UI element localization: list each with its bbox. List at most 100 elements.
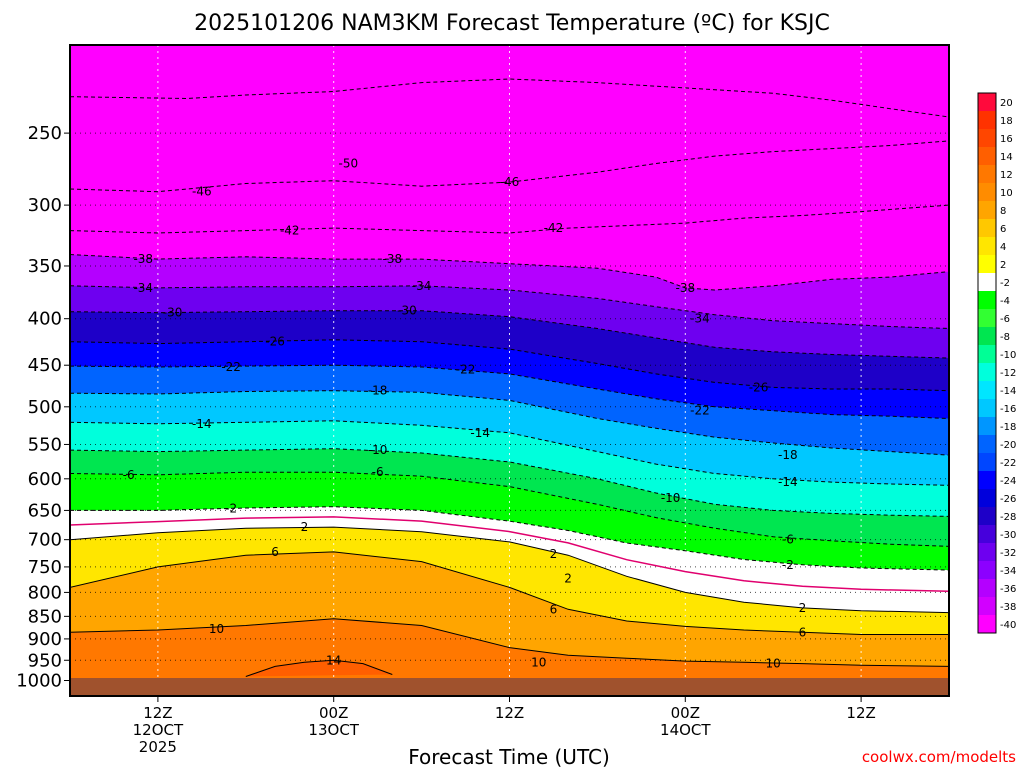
isotherm-contours: -50 -46 -46 -42 -42 -38 -38 -38 -34 -34 -34 -30 -30 -… xyxy=(70,78,949,677)
colorbar-swatch xyxy=(978,129,996,147)
isotherm-label: -18 xyxy=(778,448,798,462)
isotherm--10 xyxy=(70,448,949,517)
colorbar-swatch xyxy=(978,327,996,345)
isotherm-label: -10 xyxy=(368,443,388,457)
colorbar-swatch xyxy=(978,345,996,363)
colorbar-swatch xyxy=(978,291,996,309)
pressure-axis: 2503003504004505005506006507007508008509… xyxy=(16,123,70,692)
isotherm--38 xyxy=(70,254,949,291)
pressure-tick-label: 700 xyxy=(28,530,62,551)
colorbar-swatch xyxy=(978,435,996,453)
colorbar-label: -8 xyxy=(1000,332,1010,343)
isotherm-label: -42 xyxy=(544,221,564,235)
isotherm-label: -14 xyxy=(192,417,212,431)
colorbar-label: -36 xyxy=(1000,584,1016,595)
isotherm-10 xyxy=(70,618,949,667)
isotherm-label: 14 xyxy=(326,653,341,667)
isotherm-label: -6 xyxy=(782,533,794,547)
colorbar-swatch xyxy=(978,183,996,201)
isotherm-label: -34 xyxy=(412,279,432,293)
colorbar-swatch xyxy=(978,399,996,417)
colorbar-label: 4 xyxy=(1000,242,1006,253)
pressure-tick-label: 600 xyxy=(28,469,62,490)
time-tick-label: 00Z xyxy=(671,704,700,722)
isotherm-label: -22 xyxy=(456,363,476,377)
pressure-tick-label: 1000 xyxy=(16,671,62,692)
colorbar-label: 18 xyxy=(1000,116,1013,127)
time-tick-label: 12Z xyxy=(495,704,524,722)
isotherm-label: -10 xyxy=(661,491,681,505)
temperature-band-above-14 xyxy=(245,660,393,677)
isotherm--34 xyxy=(70,285,949,329)
colorbar-label: -24 xyxy=(1000,476,1016,487)
colorbar-label: -22 xyxy=(1000,458,1016,469)
isotherm-label: 6 xyxy=(271,545,279,559)
isotherm-label: 2 xyxy=(799,601,807,615)
grid-lines xyxy=(70,45,949,696)
isotherm-label: -14 xyxy=(778,475,798,489)
time-tick-label: 12Z xyxy=(846,704,875,722)
colorbar-label: -30 xyxy=(1000,530,1016,541)
colorbar-swatch xyxy=(978,525,996,543)
pressure-tick-label: 800 xyxy=(28,582,62,603)
isotherm--26 xyxy=(70,339,949,392)
isotherm--42 xyxy=(70,204,949,234)
colorbar-swatch xyxy=(978,93,996,111)
chart-title: 2025101206 NAM3KM Forecast Temperature (… xyxy=(194,11,830,36)
colorbar-label: -20 xyxy=(1000,440,1016,451)
pressure-tick-label: 450 xyxy=(28,355,62,376)
pressure-tick-label: 500 xyxy=(28,397,62,418)
colorbar-swatch xyxy=(978,363,996,381)
isotherm-2 xyxy=(70,526,949,614)
colorbar-label: 8 xyxy=(1000,206,1006,217)
time-tick-label: 2025 xyxy=(139,738,177,756)
isotherm-label: -6 xyxy=(123,468,135,482)
colorbar-swatch xyxy=(978,615,996,633)
colorbar-swatch xyxy=(978,453,996,471)
isotherm--46 xyxy=(70,140,949,193)
time-tick-label: 13OCT xyxy=(308,721,359,739)
time-tick-label: 00Z xyxy=(319,704,348,722)
pressure-tick-label: 250 xyxy=(28,123,62,144)
x-axis-label: Forecast Time (UTC) xyxy=(408,745,610,768)
colorbar-swatch xyxy=(978,201,996,219)
colorbar-label: 2 xyxy=(1000,260,1006,271)
isotherm-label: -38 xyxy=(675,281,695,295)
ground-band xyxy=(70,678,949,696)
time-tick-label: 12Z xyxy=(143,704,172,722)
isotherm-label: 10 xyxy=(209,622,224,636)
isotherm-label: -22 xyxy=(221,360,241,374)
isotherm-label: -34 xyxy=(690,312,710,326)
isotherm-label: 10 xyxy=(531,655,546,669)
isotherm--18 xyxy=(70,390,949,456)
isotherm-label: 6 xyxy=(550,602,558,616)
colorbar-label: 16 xyxy=(1000,134,1013,145)
isotherm--2 xyxy=(70,506,949,571)
isotherm--50 xyxy=(70,78,949,118)
colorbar-label: 20 xyxy=(1000,98,1013,109)
isotherm--6 xyxy=(70,471,949,547)
isotherm--22 xyxy=(70,364,949,419)
color-scale-legend: 20 18 16 14 12 10 8 6 4 2 -2 -4 -6 -8 -10 -12 -14 -16 -18 -… xyxy=(977,92,1016,634)
isotherm-label: -38 xyxy=(382,252,402,266)
isotherm-label: -46 xyxy=(192,185,212,199)
pressure-tick-label: 350 xyxy=(28,256,62,277)
colorbar-label: -26 xyxy=(1000,494,1016,505)
colorbar-label: -10 xyxy=(1000,350,1016,361)
isotherm-label: -30 xyxy=(163,306,183,320)
pressure-tick-label: 550 xyxy=(28,434,62,455)
colorbar-frame xyxy=(977,92,997,634)
isotherm-label: 2 xyxy=(301,520,309,534)
pressure-tick-label: 300 xyxy=(28,195,62,216)
colorbar-swatch xyxy=(978,507,996,525)
isotherm--30 xyxy=(70,310,949,359)
colorbar-swatch xyxy=(978,111,996,129)
temperature-field xyxy=(70,45,949,696)
isotherm-label: 2 xyxy=(550,547,558,561)
time-tick-label: 14OCT xyxy=(660,721,711,739)
colorbar-label: -28 xyxy=(1000,512,1016,523)
colorbar-label: -14 xyxy=(1000,386,1016,397)
credit-text: coolwx.com/modelts xyxy=(862,748,1016,766)
